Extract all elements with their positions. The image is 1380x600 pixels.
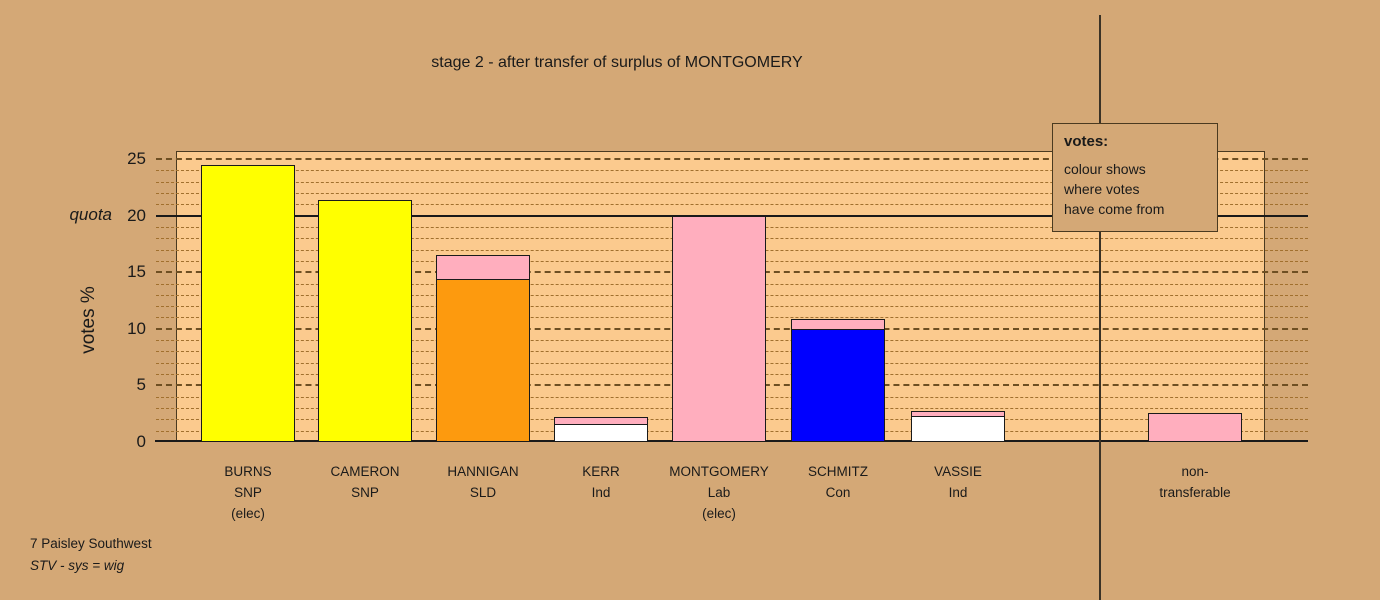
bar-segment <box>673 217 765 441</box>
bar-kerr <box>554 417 648 442</box>
x-axis-label-line: CAMERON <box>330 464 400 479</box>
x-axis-label-line: SLD <box>469 485 497 500</box>
gridline-minor-22 <box>156 192 1308 194</box>
x-axis-label-line: transferable <box>1159 485 1231 500</box>
x-axis-label-vassie: VASSIE Ind <box>873 461 1043 503</box>
bar-hannigan <box>436 255 530 442</box>
bar-segment <box>437 280 529 441</box>
y-axis-title: votes % <box>78 286 99 354</box>
x-axis-label-line: MONTGOMERY <box>669 464 769 479</box>
y-tick-label-0: 0 <box>136 432 146 451</box>
y-tick-label-5: 5 <box>136 375 146 395</box>
bar-segment <box>437 256 529 280</box>
x-axis-label-schmitz: SCHMITZ Con <box>753 461 923 503</box>
x-axis-label-line: (elec) <box>231 506 265 521</box>
x-axis-label-non: non-transferable <box>1110 461 1280 503</box>
x-axis-label-line: SNP <box>351 485 379 500</box>
bar-burns <box>201 165 295 442</box>
bar-segment <box>555 425 647 441</box>
x-axis-label-line: Con <box>825 485 851 500</box>
quota-line <box>156 214 1308 217</box>
bar-montgomery <box>672 216 766 442</box>
x-axis-label-line: VASSIE <box>934 464 982 479</box>
legend-line: colour shows <box>1064 161 1146 177</box>
footer-constituency: 7 Paisley Southwest <box>30 536 152 551</box>
x-axis-label-burns: BURNS SNP (elec) <box>163 461 333 524</box>
y-tick-label-20: 20 <box>127 205 146 225</box>
x-axis-label-line: Ind <box>591 485 611 500</box>
bar-segment <box>202 166 294 441</box>
x-axis-label-hannigan: HANNIGAN SLD <box>398 461 568 503</box>
x-axis-label-line: BURNS <box>224 464 272 479</box>
bar-segment <box>319 201 411 441</box>
x-axis-label-line: SNP <box>234 485 262 500</box>
y-tick-label-15: 15 <box>127 262 146 282</box>
non-transferable-divider-line <box>1099 15 1101 600</box>
gridline-major-25 <box>156 158 1308 160</box>
gridline-minor-21 <box>156 204 1308 206</box>
legend-box: votes: colour shows where votes have com… <box>1052 123 1218 232</box>
x-axis-label-line: (elec) <box>702 506 736 521</box>
quota-label: quota <box>69 205 112 224</box>
x-axis-label-line: Lab <box>707 485 731 500</box>
x-axis-label-line: KERR <box>582 464 620 479</box>
bar-segment <box>912 417 1004 441</box>
bar-segment <box>912 412 1004 417</box>
bar-vassie <box>911 411 1005 442</box>
bar-non <box>1148 413 1242 442</box>
x-axis-label-montgomery: MONTGOMERY Lab (elec) <box>634 461 804 524</box>
gridline-minor-23 <box>156 181 1308 183</box>
y-tick-label-10: 10 <box>127 318 146 338</box>
x-axis-label-kerr: KERR Ind <box>516 461 686 503</box>
bar-segment <box>792 330 884 441</box>
y-tick-label-25: 25 <box>127 149 146 168</box>
legend-line: where votes <box>1064 181 1140 197</box>
legend-heading: votes: <box>1064 133 1109 150</box>
bar-cameron <box>318 200 412 442</box>
x-axis-label-line: HANNIGAN <box>447 464 519 479</box>
x-axis-label-line: SCHMITZ <box>808 464 868 479</box>
legend-line: have come from <box>1064 201 1165 217</box>
bar-segment <box>555 418 647 425</box>
bar-segment <box>1149 414 1241 441</box>
gridline-minor-24 <box>156 170 1308 172</box>
chart-title: stage 2 - after transfer of surplus of M… <box>431 54 803 71</box>
footer-voting-system: STV - sys = wig <box>30 558 125 573</box>
bar-schmitz <box>791 319 885 442</box>
x-axis-label-cameron: CAMERON SNP <box>280 461 450 503</box>
x-axis-label-line: Ind <box>948 485 968 500</box>
bar-segment <box>792 320 884 330</box>
x-axis-label-line: non- <box>1181 464 1209 479</box>
